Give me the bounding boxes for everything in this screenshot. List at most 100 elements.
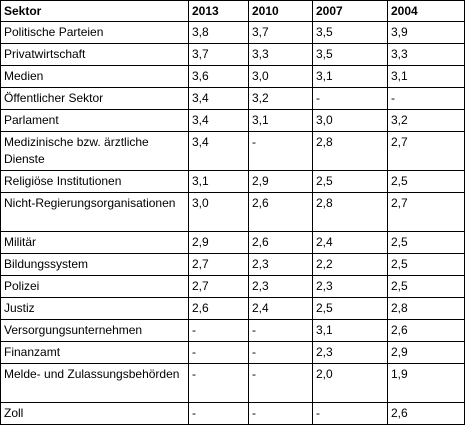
sector-cell: Zoll [0, 402, 189, 425]
table-row: Finanzamt - -2,3 2,9 [0, 341, 465, 364]
value-2010-cell: - [248, 363, 313, 403]
header-2007: 2007 [312, 0, 388, 22]
value-2007-cell: 2,4 [312, 231, 388, 254]
value-2013-cell: 3,6 [188, 65, 249, 88]
table-row: Religiöse Institutionen 3,1 2,9 2,5 2,5 [0, 170, 465, 193]
header-2013: 2013 [188, 0, 249, 22]
table-row: Nicht-Regierungsorganisationen 3,0 2,6 2,8 2… [0, 192, 465, 232]
value-2013-cell: 3,1 [188, 170, 249, 193]
table-row: Militär 2,9 2,6 2,4 2,5 [0, 231, 465, 254]
value-2007-cell: 2,8 [312, 131, 388, 171]
table-row: Versorgungsunternehmen - -3,1 2,6 [0, 319, 465, 342]
value-2007-cell: 3,1 [312, 65, 388, 88]
value-2013-cell: 2,9 [188, 231, 249, 254]
table-row: Zoll - - -2,6 [0, 402, 465, 425]
value-2013-cell: 3,4 [188, 87, 249, 110]
value-2010-cell: 2,3 [248, 275, 313, 298]
value-2013-cell: - [188, 363, 249, 403]
value-2004-cell: 2,8 [387, 297, 465, 320]
value-2010-cell: 2,6 [248, 231, 313, 254]
table-row: Öffentlicher Sektor 3,4 3,2- - [0, 87, 465, 110]
sector-cell: Öffentlicher Sektor [0, 87, 189, 110]
value-2013-cell: - [188, 319, 249, 342]
value-2004-cell: 2,5 [387, 170, 465, 193]
value-2010-cell: 3,0 [248, 65, 313, 88]
value-2004-cell: 2,6 [387, 402, 465, 425]
table-row: Medizinische bzw. ärztliche Dienste 3,4-2… [0, 131, 465, 171]
value-2007-cell: 2,2 [312, 253, 388, 276]
value-2007-cell: - [312, 87, 388, 110]
value-2010-cell: 3,2 [248, 87, 313, 110]
value-2004-cell: - [387, 87, 465, 110]
value-2010-cell: - [248, 319, 313, 342]
sector-cell: Politische Parteien [0, 21, 189, 44]
value-2010-cell: - [248, 341, 313, 364]
value-2007-cell: 3,1 [312, 319, 388, 342]
table-row: Politische Parteien 3,8 3,7 3,5 3,9 [0, 21, 465, 44]
value-2004-cell: 2,6 [387, 319, 465, 342]
header-2010: 2010 [248, 0, 313, 22]
table-row: Privatwirtschaft 3,7 3,3 3,5 3,3 [0, 43, 465, 66]
value-2010-cell: 2,3 [248, 253, 313, 276]
value-2004-cell: 2,5 [387, 231, 465, 254]
value-2013-cell: 3,0 [188, 192, 249, 232]
value-2013-cell: 3,4 [188, 109, 249, 132]
sector-cell: Nicht-Regierungsorganisationen [0, 192, 189, 232]
header-2004: 2004 [387, 0, 465, 22]
value-2007-cell: 2,5 [312, 297, 388, 320]
value-2004-cell: 2,9 [387, 341, 465, 364]
value-2013-cell: - [188, 341, 249, 364]
sector-cell: Polizei [0, 275, 189, 298]
value-2004-cell: 3,9 [387, 21, 465, 44]
value-2013-cell: - [188, 402, 249, 425]
value-2013-cell: 2,7 [188, 275, 249, 298]
value-2004-cell: 2,5 [387, 275, 465, 298]
value-2007-cell: 3,0 [312, 109, 388, 132]
sector-cell: Religiöse Institutionen [0, 170, 189, 193]
sector-cell: Parlament [0, 109, 189, 132]
value-2004-cell: 1,9 [387, 363, 465, 403]
value-2010-cell: - [248, 131, 313, 171]
sector-cell: Militär [0, 231, 189, 254]
value-2007-cell: 2,3 [312, 341, 388, 364]
value-2004-cell: 3,2 [387, 109, 465, 132]
value-2004-cell: 2,7 [387, 131, 465, 171]
value-2010-cell: 2,4 [248, 297, 313, 320]
value-2007-cell: 3,5 [312, 43, 388, 66]
value-2004-cell: 2,5 [387, 253, 465, 276]
value-2010-cell: 3,3 [248, 43, 313, 66]
sector-cell: Versorgungsunternehmen [0, 319, 189, 342]
sector-cell: Bildungssystem [0, 253, 189, 276]
value-2010-cell: 3,7 [248, 21, 313, 44]
sector-cell: Medizinische bzw. ärztliche Dienste [0, 131, 189, 171]
header-row: Sektor 2013 2010 2007 2004 [0, 0, 465, 22]
sector-cell: Justiz [0, 297, 189, 320]
value-2007-cell: 2,8 [312, 192, 388, 232]
table-row: Parlament 3,4 3,1 3,0 3,2 [0, 109, 465, 132]
sector-cell: Medien [0, 65, 189, 88]
value-2013-cell: 3,8 [188, 21, 249, 44]
table-row: Bildungssystem 2,7 2,3 2,2 2,5 [0, 253, 465, 276]
table-body: Politische Parteien 3,8 3,7 3,5 3,9 Privatwir… [0, 21, 465, 425]
table-row: Polizei 2,7 2,3 2,3 2,5 [0, 275, 465, 298]
value-2004-cell: 3,1 [387, 65, 465, 88]
value-2010-cell: 3,1 [248, 109, 313, 132]
table-row: Melde- und Zulassungsbehörden - -2,0 1,9 [0, 363, 465, 403]
value-2013-cell: 2,7 [188, 253, 249, 276]
value-2013-cell: 2,6 [188, 297, 249, 320]
value-2007-cell: - [312, 402, 388, 425]
value-2013-cell: 3,7 [188, 43, 249, 66]
value-2004-cell: 3,3 [387, 43, 465, 66]
value-2007-cell: 2,3 [312, 275, 388, 298]
value-2010-cell: 2,9 [248, 170, 313, 193]
sector-cell: Privatwirtschaft [0, 43, 189, 66]
value-2010-cell: - [248, 402, 313, 425]
value-2007-cell: 2,5 [312, 170, 388, 193]
header-sector: Sektor [0, 0, 189, 22]
value-2007-cell: 3,5 [312, 21, 388, 44]
table-row: Medien 3,6 3,0 3,1 3,1 [0, 65, 465, 88]
sector-cell: Finanzamt [0, 341, 189, 364]
table-row: Justiz 2,6 2,4 2,5 2,8 [0, 297, 465, 320]
value-2007-cell: 2,0 [312, 363, 388, 403]
